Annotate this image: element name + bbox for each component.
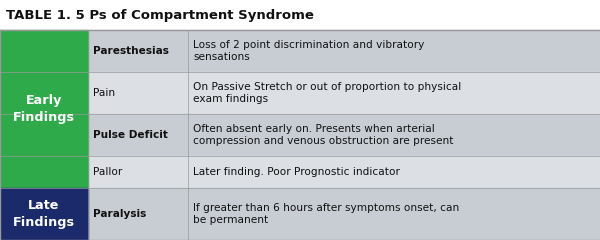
Bar <box>88 156 188 188</box>
Text: Paresthesias: Paresthesias <box>93 46 169 56</box>
Text: Later finding. Poor Prognostic indicator: Later finding. Poor Prognostic indicator <box>193 167 400 177</box>
Text: TABLE 1. 5 Ps of Compartment Syndrome: TABLE 1. 5 Ps of Compartment Syndrome <box>6 8 314 22</box>
Bar <box>188 188 600 240</box>
Bar <box>188 114 600 156</box>
Text: Paralysis: Paralysis <box>93 209 146 219</box>
Bar <box>188 72 600 114</box>
Bar <box>88 30 188 72</box>
Bar <box>188 30 600 72</box>
Bar <box>0 30 88 188</box>
Bar <box>88 114 188 156</box>
Bar <box>0 188 88 240</box>
Text: Often absent early on. Presents when arterial
compression and venous obstruction: Often absent early on. Presents when art… <box>193 124 454 146</box>
Text: Late
Findings: Late Findings <box>13 199 75 229</box>
Bar <box>88 72 188 114</box>
Text: Pallor: Pallor <box>93 167 122 177</box>
Text: If greater than 6 hours after symptoms onset, can
be permanent: If greater than 6 hours after symptoms o… <box>193 203 459 225</box>
Text: Loss of 2 point discrimination and vibratory
sensations: Loss of 2 point discrimination and vibra… <box>193 40 424 62</box>
Text: Pain: Pain <box>93 88 115 98</box>
Bar <box>88 188 188 240</box>
Text: Early
Findings: Early Findings <box>13 94 75 124</box>
Text: Pulse Deficit: Pulse Deficit <box>93 130 168 140</box>
Bar <box>188 156 600 188</box>
Text: On Passive Stretch or out of proportion to physical
exam findings: On Passive Stretch or out of proportion … <box>193 82 461 104</box>
